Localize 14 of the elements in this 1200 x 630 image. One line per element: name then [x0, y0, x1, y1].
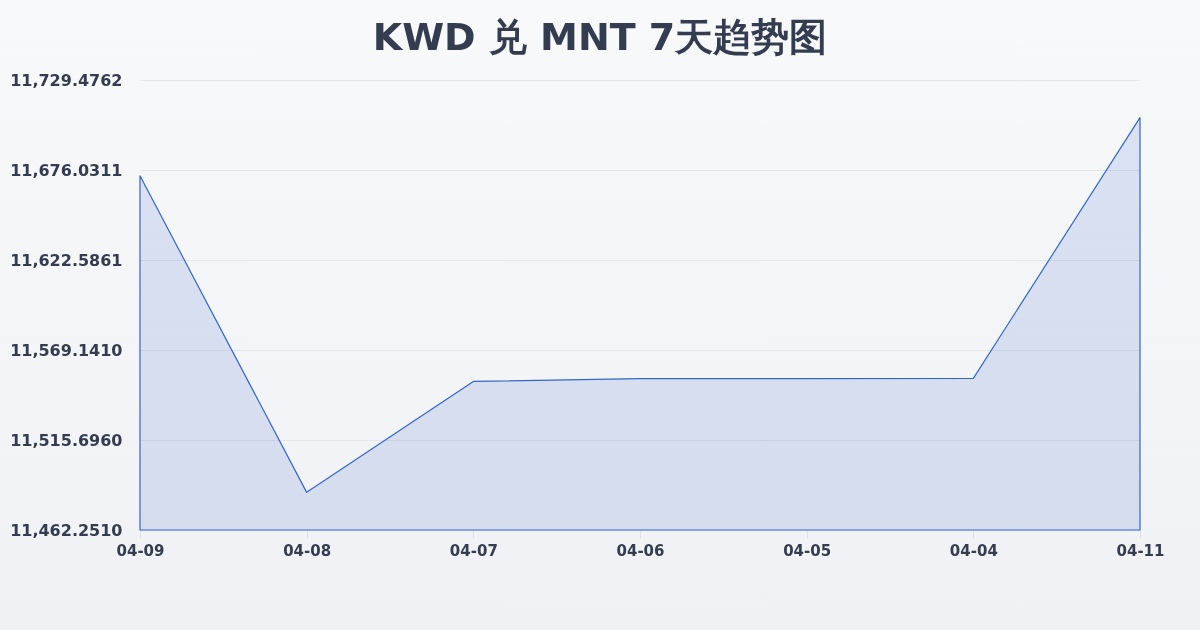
x-tick-label: 04-05: [783, 541, 832, 560]
y-tick-label: 11,676.0311: [10, 160, 123, 180]
y-tick-label: 11,515.6960: [10, 430, 123, 450]
y-tick-label: 11,622.5861: [10, 250, 123, 270]
y-tick-label: 11,462.2510: [10, 520, 123, 540]
x-tick-label: 04-06: [616, 541, 665, 560]
x-tick-label: 04-09: [116, 541, 165, 560]
chart-title: KWD 兑 MNT 7天趋势图: [372, 15, 828, 59]
x-tick-label: 04-07: [449, 541, 498, 560]
y-tick-label: 11,569.1410: [10, 340, 123, 360]
x-tick-label: 04-08: [283, 541, 332, 560]
x-tick-label: 04-04: [949, 541, 998, 560]
y-tick-label: 11,729.4762: [10, 70, 123, 90]
x-tick-label: 04-11: [1116, 541, 1165, 560]
